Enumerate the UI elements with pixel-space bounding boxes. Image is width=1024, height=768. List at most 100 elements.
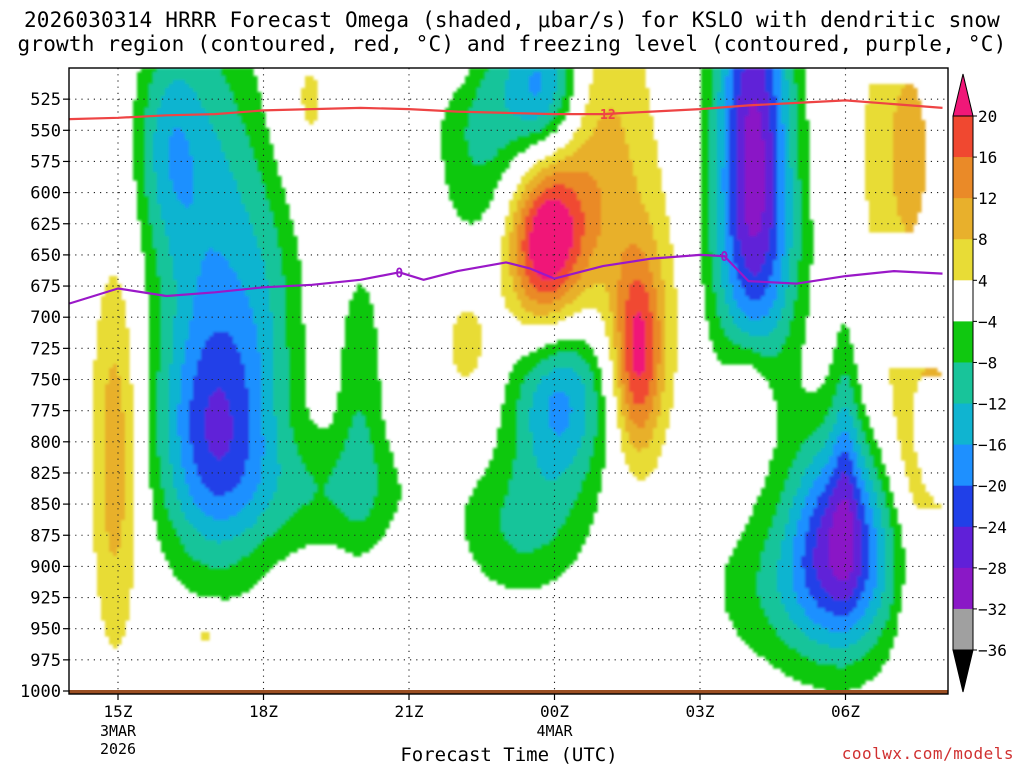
omega-cell — [885, 496, 894, 501]
omega-cell — [709, 108, 718, 113]
omega-cell — [737, 100, 754, 105]
omega-cell — [861, 468, 870, 473]
omega-cell — [373, 452, 394, 457]
omega-cell — [893, 600, 902, 605]
omega-cell — [869, 532, 878, 537]
plot-frame — [68, 67, 949, 695]
omega-cell — [193, 388, 218, 393]
omega-cell — [513, 312, 534, 317]
omega-cell — [249, 444, 266, 449]
omega-cell — [529, 276, 542, 281]
omega-cell — [249, 412, 262, 417]
omega-cell — [549, 312, 574, 317]
omega-cell — [797, 532, 806, 537]
omega-cell — [493, 448, 518, 453]
omega-cell — [149, 444, 158, 449]
omega-cell — [821, 424, 834, 429]
omega-cell — [733, 296, 750, 301]
omega-cell — [301, 96, 318, 101]
omega-cell — [261, 416, 278, 421]
omega-cell — [281, 472, 310, 477]
omega-cell — [793, 496, 806, 501]
omega-cell — [525, 228, 534, 233]
omega-cell — [601, 212, 650, 217]
omega-cell — [861, 636, 878, 641]
omega-cell — [725, 232, 730, 237]
omega-cell — [157, 520, 174, 525]
omega-cell — [137, 184, 146, 189]
omega-cell — [617, 328, 626, 333]
omega-cell — [445, 112, 470, 117]
omega-cell — [137, 216, 150, 221]
omega-cell — [765, 180, 774, 185]
omega-cell — [265, 452, 278, 457]
omega-cell — [801, 512, 814, 517]
omega-cell — [189, 144, 222, 149]
omega-cell — [565, 520, 594, 525]
omega-cell — [745, 184, 766, 189]
omega-cell — [309, 472, 334, 477]
omega-cell — [769, 100, 778, 105]
omega-cell — [229, 168, 258, 173]
omega-cell — [105, 464, 126, 469]
omega-cell — [865, 520, 874, 525]
omega-cell — [717, 120, 726, 125]
omega-cell — [701, 264, 714, 269]
omega-cell — [661, 360, 666, 365]
omega-cell — [341, 388, 382, 393]
omega-cell — [209, 400, 230, 405]
omega-cell — [521, 280, 530, 285]
omega-cell — [289, 348, 306, 353]
omega-cell — [777, 420, 826, 425]
omega-cell — [509, 72, 534, 77]
omega-cell — [233, 420, 250, 425]
omega-cell — [701, 276, 714, 281]
colorbar-label: 12 — [978, 189, 997, 208]
ground-surface — [69, 690, 948, 694]
omega-cell — [565, 144, 582, 149]
omega-cell — [849, 376, 858, 381]
omega-cell — [445, 108, 470, 113]
omega-cell — [893, 128, 926, 133]
omega-cell — [205, 412, 230, 417]
omega-cell — [453, 352, 482, 357]
omega-cell — [181, 540, 218, 545]
omega-cell — [261, 248, 282, 253]
omega-cell — [513, 220, 522, 225]
omega-cell — [617, 408, 622, 413]
omega-cell — [505, 296, 518, 301]
omega-cell — [701, 244, 710, 249]
omega-cell — [161, 216, 250, 221]
omega-cell — [229, 400, 250, 405]
omega-cell — [577, 280, 618, 285]
omega-cell — [793, 212, 802, 217]
omega-cell — [125, 452, 134, 457]
omega-cell — [725, 88, 734, 93]
omega-cell — [745, 208, 766, 213]
omega-cell — [469, 120, 550, 125]
omega-cell — [537, 272, 558, 277]
omega-cell — [645, 400, 654, 405]
omega-cell — [729, 68, 734, 73]
omega-cell — [793, 676, 874, 681]
omega-cell — [785, 180, 794, 185]
omega-cell — [729, 280, 742, 285]
omega-cell — [889, 524, 902, 529]
omega-cell — [777, 412, 830, 417]
omega-cell — [701, 164, 710, 169]
omega-cell — [541, 276, 554, 281]
omega-cell — [197, 96, 234, 101]
omega-cell — [761, 552, 782, 557]
omega-cell — [169, 84, 190, 89]
omega-cell — [833, 352, 854, 357]
omega-cell — [193, 452, 214, 457]
omega-cell — [721, 316, 734, 321]
omega-cell — [93, 500, 106, 505]
omega-cell — [153, 508, 170, 513]
omega-cell — [893, 156, 926, 161]
omega-cell — [781, 120, 790, 125]
omega-cell — [777, 188, 786, 193]
omega-cell — [857, 600, 870, 605]
omega-cell — [341, 368, 378, 373]
omega-cell — [173, 468, 186, 473]
